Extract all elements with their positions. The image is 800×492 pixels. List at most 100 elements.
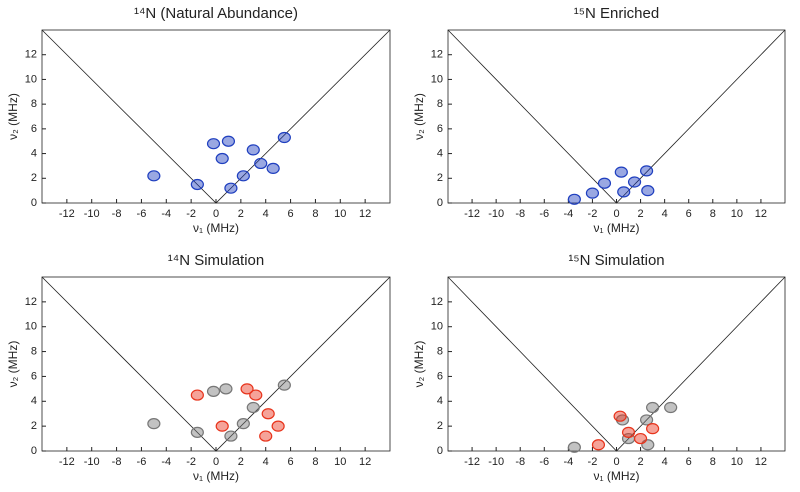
contour-peak — [224, 430, 238, 442]
x-tick-label: -4 — [161, 456, 171, 468]
contour-peak — [190, 389, 204, 401]
y-tick-label: 12 — [431, 296, 443, 308]
y-tick-label: 4 — [31, 395, 37, 407]
contour-peak — [613, 410, 627, 422]
contour-peak — [190, 426, 204, 438]
x-tick-label: -8 — [112, 208, 122, 220]
x-tick-label: -2 — [186, 208, 196, 220]
y-tick-label: 8 — [437, 345, 443, 357]
y-tick-label: 10 — [431, 73, 443, 85]
y-tick-label: 4 — [31, 147, 37, 159]
contour-peak — [206, 138, 221, 150]
x-tick-label: -12 — [59, 456, 75, 468]
diagonal-guide — [447, 29, 786, 204]
contour-peak — [240, 383, 254, 395]
y-tick-label: 6 — [437, 370, 443, 382]
x-tick-label: -2 — [588, 208, 598, 220]
contour-peak — [246, 144, 260, 156]
y-axis-label: ν₂ (MHz) — [412, 93, 426, 140]
x-tick-label: 12 — [755, 208, 767, 220]
x-tick-label: 10 — [334, 456, 346, 468]
contour-peak — [627, 176, 642, 188]
chart-title: ¹⁵N Enriched — [574, 5, 659, 22]
x-tick-label: -6 — [137, 208, 147, 220]
y-tick-label: 12 — [25, 49, 37, 61]
x-tick-label: 12 — [359, 456, 371, 468]
x-tick-label: 4 — [662, 208, 668, 220]
x-tick-label: 0 — [613, 456, 619, 468]
contour-peak — [206, 385, 221, 397]
x-tick-label: -8 — [515, 208, 525, 220]
contour-peak — [585, 187, 600, 199]
x-tick-label: -12 — [464, 208, 480, 220]
x-tick-label: 8 — [312, 208, 318, 220]
x-tick-label: 2 — [638, 208, 644, 220]
diagonal-guide — [447, 276, 786, 452]
y-tick-label: 0 — [31, 197, 37, 209]
x-axis-label: ν₁ (MHz) — [593, 221, 639, 235]
y-tick-label: 0 — [31, 445, 37, 457]
y-tick-label: 10 — [25, 321, 37, 333]
diagonal-guide — [41, 276, 391, 452]
y-tick-label: 0 — [437, 197, 443, 209]
contour-peak — [246, 401, 260, 414]
y-tick-label: 2 — [31, 420, 37, 432]
contour-peak — [597, 177, 612, 189]
contour-peak — [219, 383, 233, 395]
contour-peak — [221, 135, 236, 147]
x-axis-label: ν₁ (MHz) — [193, 221, 239, 235]
y-tick-label: 4 — [437, 147, 443, 159]
x-tick-label: 2 — [638, 456, 644, 468]
x-tick-label: -12 — [59, 208, 75, 220]
contour-peak — [567, 193, 581, 205]
y-tick-label: 4 — [437, 395, 443, 407]
contour-peak — [259, 430, 273, 442]
contour-peak — [224, 182, 238, 194]
x-tick-label: -6 — [539, 456, 549, 468]
x-tick-label: -2 — [186, 456, 196, 468]
contour-peak — [633, 432, 648, 445]
y-tick-label: 12 — [431, 49, 443, 61]
y-axis-label: ν₂ (MHz) — [6, 93, 20, 140]
contour-peak — [277, 131, 291, 144]
contour-peak — [236, 418, 250, 430]
contour-peak — [614, 166, 628, 178]
contour-peak — [664, 401, 678, 414]
x-tick-label: 6 — [686, 208, 692, 220]
x-tick-label: 4 — [662, 456, 668, 468]
x-tick-label: -2 — [588, 456, 598, 468]
contour-peak — [567, 441, 581, 453]
x-tick-label: 0 — [613, 208, 619, 220]
y-tick-label: 6 — [437, 123, 443, 135]
contour-peak — [277, 379, 291, 391]
x-tick-label: -6 — [137, 456, 147, 468]
contour-peak — [591, 439, 606, 451]
plot-area — [41, 276, 391, 452]
x-tick-label: 4 — [263, 456, 269, 468]
x-tick-label: -4 — [563, 208, 573, 220]
y-tick-label: 10 — [25, 73, 37, 85]
x-tick-label: -10 — [84, 456, 100, 468]
contour-peak — [617, 186, 631, 198]
contour-peak — [639, 414, 654, 426]
contour-peak — [646, 423, 660, 435]
y-tick-label: 6 — [31, 123, 37, 135]
chart-title: ¹⁴N Simulation — [168, 252, 264, 269]
contour-peak — [641, 185, 655, 197]
y-tick-label: 8 — [31, 98, 37, 110]
y-tick-label: 6 — [31, 370, 37, 382]
y-tick-label: 2 — [437, 420, 443, 432]
x-tick-label: 10 — [731, 456, 743, 468]
y-tick-label: 10 — [431, 321, 443, 333]
x-tick-label: -10 — [84, 208, 100, 220]
contour-peak — [236, 170, 250, 182]
chart-title: ¹⁵N Simulation — [568, 252, 664, 269]
plot-area — [447, 29, 786, 204]
x-tick-label: -8 — [515, 456, 525, 468]
x-tick-label: 2 — [238, 208, 244, 220]
x-tick-label: 8 — [312, 456, 318, 468]
x-tick-label: -4 — [563, 456, 573, 468]
contour-peak — [215, 420, 229, 432]
x-tick-label: -10 — [488, 456, 504, 468]
